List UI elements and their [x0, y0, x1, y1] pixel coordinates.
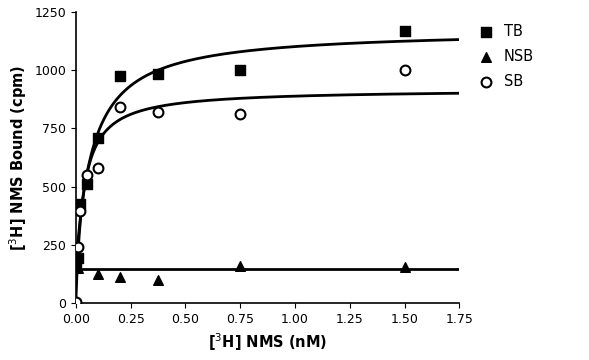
NSB [236, 263, 245, 269]
NSB [93, 271, 102, 277]
SB [73, 244, 82, 250]
NSB [115, 275, 124, 280]
TB [400, 28, 409, 33]
SB [400, 67, 409, 73]
NSB [400, 264, 409, 270]
SB [71, 299, 81, 305]
TB [71, 261, 81, 266]
SB [236, 112, 245, 117]
TB [153, 71, 163, 77]
SB [115, 104, 124, 110]
TB [82, 181, 91, 187]
SB [153, 109, 163, 115]
TB [93, 135, 102, 141]
SB [82, 172, 91, 178]
TB [75, 201, 85, 207]
X-axis label: [$^{3}$H] NMS (nM): [$^{3}$H] NMS (nM) [208, 331, 327, 353]
SB [93, 165, 102, 171]
NSB [153, 277, 163, 283]
Legend: TB, NSB, SB: TB, NSB, SB [471, 19, 538, 93]
TB [236, 67, 245, 73]
TB [73, 255, 82, 261]
NSB [73, 265, 82, 271]
TB [115, 73, 124, 79]
Y-axis label: [$^{3}$H] NMS Bound (cpm): [$^{3}$H] NMS Bound (cpm) [7, 64, 29, 251]
SB [75, 208, 85, 214]
